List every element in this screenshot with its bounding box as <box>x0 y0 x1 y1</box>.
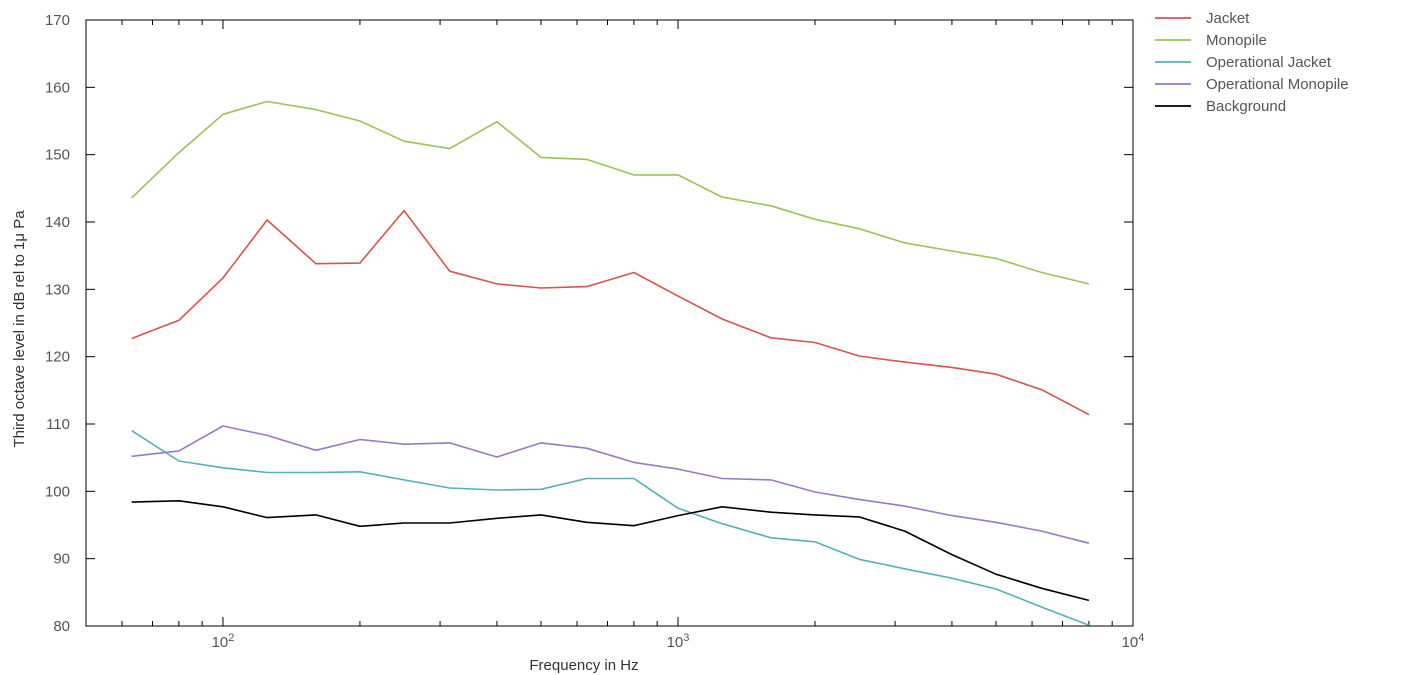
series-line-monopile <box>131 100 1090 285</box>
x-tick-label-base: 10 <box>212 634 229 651</box>
x-tick-label: 103 <box>667 632 690 651</box>
legend: Jacket Monopile Operational Jacket Operatio… <box>1155 10 1349 115</box>
y-axis-label: Third octave level in dB rel to 1μ Pa <box>11 210 28 448</box>
series-line-jacket <box>131 209 1090 416</box>
x-tick-label-base: 10 <box>667 634 684 651</box>
axis-ticks <box>85 19 1134 627</box>
x-tick-label-base: 10 <box>1122 634 1139 651</box>
series-line-operational-monopile <box>131 425 1090 544</box>
y-tick-label: 80 <box>53 618 70 635</box>
x-tick-label: 102 <box>212 632 235 651</box>
y-tick-label: 130 <box>45 281 70 298</box>
y-tick-label: 90 <box>53 551 70 568</box>
legend-label-operational-monopile: Operational Monopile <box>1206 76 1349 93</box>
y-tick-label: 160 <box>45 79 70 96</box>
y-tick-label: 110 <box>46 416 70 433</box>
legend-label-operational-jacket: Operational Jacket <box>1206 54 1332 71</box>
x-tick-label-exponent: 4 <box>1138 632 1144 644</box>
y-tick-labels: 80 90 100 110 120 130 140 150 160 170 <box>45 12 70 635</box>
legend-label-monopile: Monopile <box>1206 32 1267 49</box>
series-line-operational-jacket <box>131 430 1090 627</box>
legend-label-jacket: Jacket <box>1206 10 1250 27</box>
y-tick-label: 150 <box>45 147 70 164</box>
legend-label-background: Background <box>1206 98 1286 115</box>
x-tick-label-exponent: 3 <box>683 632 689 644</box>
series-line-background <box>131 499 1090 602</box>
series-lines <box>131 100 1090 627</box>
x-axis-label: Frequency in Hz <box>529 657 638 674</box>
y-tick-label: 140 <box>45 214 70 231</box>
y-tick-label: 120 <box>45 349 70 366</box>
x-tick-label: 104 <box>1122 632 1145 651</box>
y-tick-label: 170 <box>45 12 70 29</box>
x-tick-labels: 102 103 104 <box>212 632 1145 651</box>
y-tick-label: 100 <box>45 483 70 500</box>
plot-frame <box>85 19 1134 627</box>
x-tick-label-exponent: 2 <box>228 632 234 644</box>
